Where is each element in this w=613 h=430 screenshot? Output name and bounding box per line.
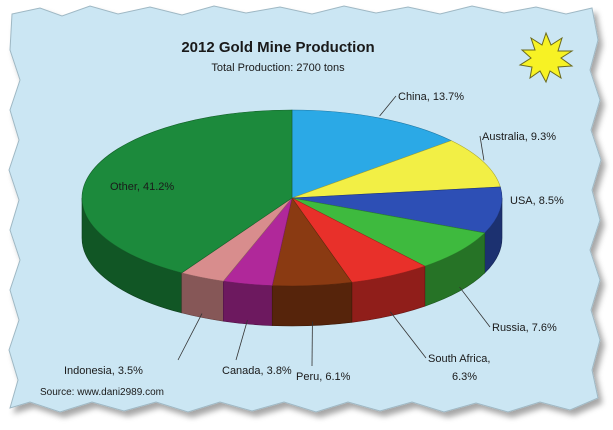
chart-title: 2012 Gold Mine Production <box>181 39 374 56</box>
leader-line-china-13-7 <box>379 95 397 117</box>
data-label-usa-8-5: USA, 8.5% <box>510 195 564 207</box>
pie-side-canada-3-8 <box>223 280 273 326</box>
data-label-other-41-2: Other, 41.2% <box>110 181 174 193</box>
data-label-russia-7-6: Russia, 7.6% <box>492 322 557 334</box>
leader-line-canada-3-8 <box>235 319 248 361</box>
data-label-south-africa: South Africa, <box>428 353 490 365</box>
data-label-indonesia-3-5: Indonesia, 3.5% <box>64 365 143 377</box>
pie-labels: China, 13.7% Australia, 9.3% USA, 8.5% Russ… <box>64 91 564 383</box>
pie-side-peru-6-1 <box>271 282 353 327</box>
pie-slice-usa-8-5 <box>291 186 503 234</box>
leader-line-australia-9-3 <box>479 135 485 161</box>
pie-leader-lines <box>177 95 491 367</box>
pie-slice-china-13-7 <box>291 109 453 199</box>
source-note: Source: www.dani2989.com <box>40 387 164 398</box>
leader-line-russia-7-6 <box>459 286 491 328</box>
data-label-australia-9-3: Australia, 9.3% <box>482 131 556 143</box>
data-label-canada-3-8: Canada, 3.8% <box>222 365 292 377</box>
starburst-icon <box>518 31 574 84</box>
chart-subtitle: Total Production: 2700 tons <box>211 62 345 74</box>
pie-top <box>81 109 503 287</box>
data-label-south-africa-line2: 6.3% <box>452 371 477 383</box>
pie-slice-australia-9-3 <box>291 140 501 199</box>
pie-slice-other-41-2 <box>81 109 293 274</box>
data-label-china-13-7: China, 13.7% <box>398 91 464 103</box>
leader-line-south-africa <box>389 311 427 359</box>
data-label-peru-6-1: Peru, 6.1% <box>296 371 351 383</box>
pie-slice-russia-7-6 <box>291 197 486 267</box>
leader-line-indonesia-3-5 <box>177 313 203 361</box>
